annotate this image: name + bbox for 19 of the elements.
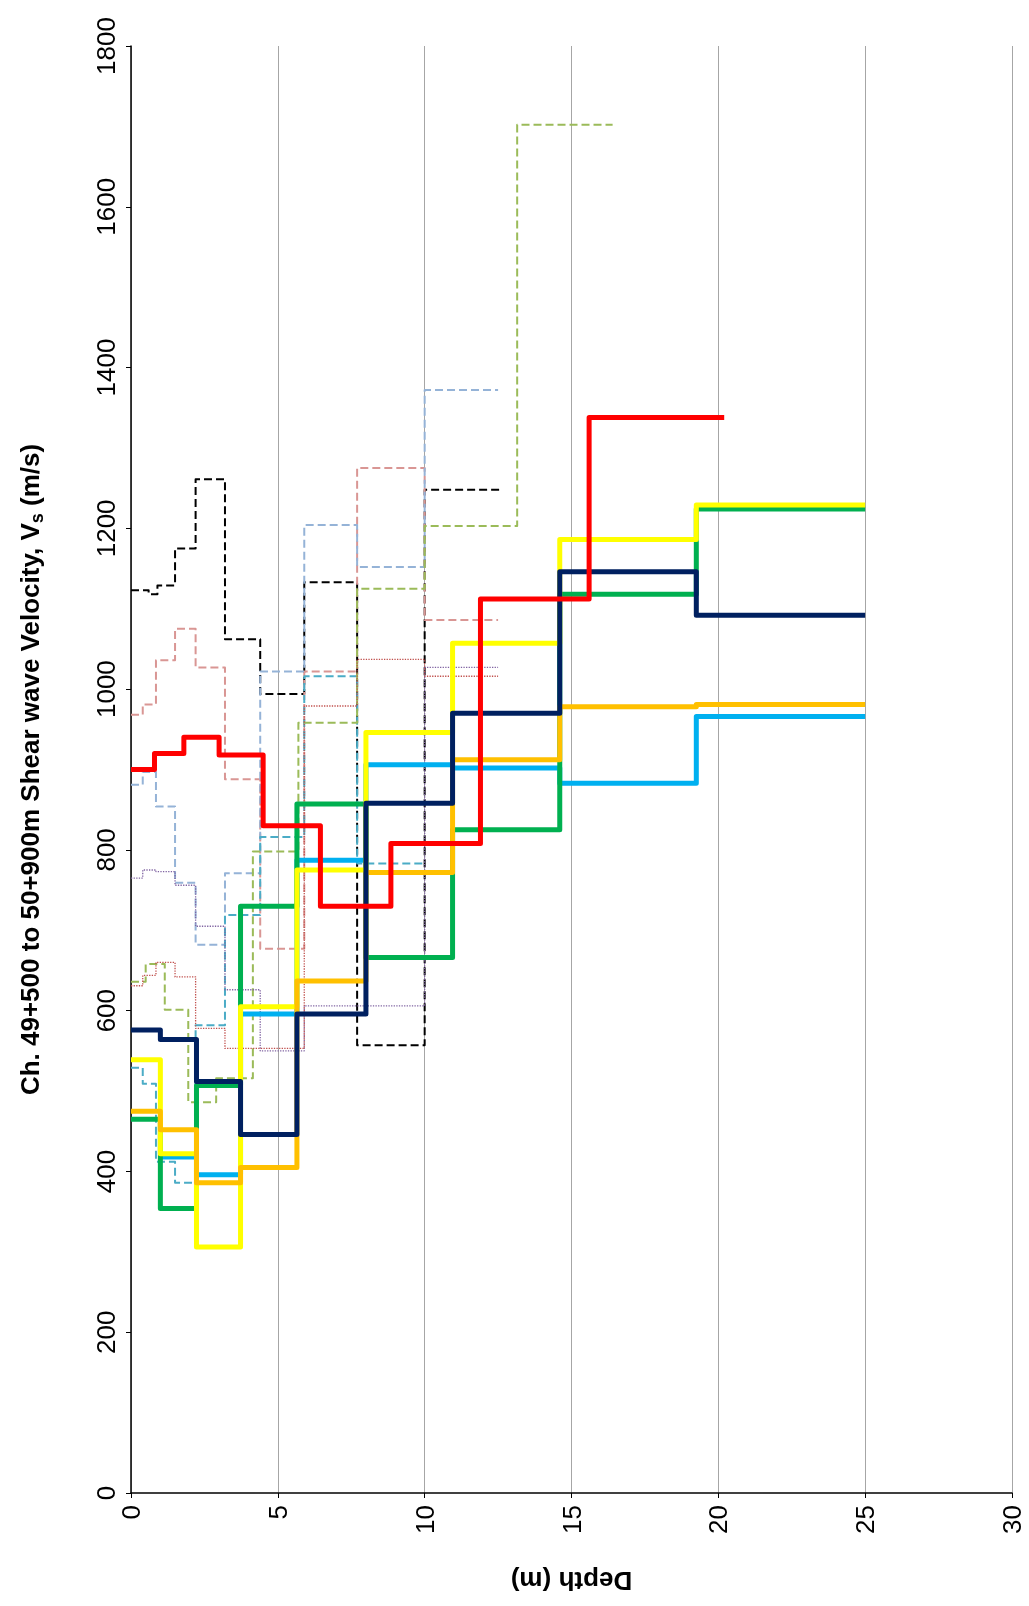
x-tick-label: 10 [409, 1505, 440, 1534]
y-tick-label: 800 [91, 828, 121, 872]
x-tick-label: 30 [997, 1505, 1027, 1534]
y-tick-label: 600 [91, 988, 121, 1033]
x-tick-label: 0 [116, 1505, 146, 1520]
y-tick-label: 400 [91, 1149, 121, 1194]
y-tick-label: 200 [91, 1310, 121, 1354]
x-tick-label: 15 [556, 1505, 587, 1534]
x-tick-label: 20 [703, 1505, 734, 1534]
x-axis-title: Depth (m) [510, 1566, 633, 1596]
x-tick-label: 25 [850, 1505, 881, 1534]
y-tick-label: 0 [91, 1485, 121, 1501]
y-tick-label: 1200 [91, 499, 121, 558]
y-axis-title: Ch. 49+500 to 50+900m Shear wave Velocity, Vs (m/s) [15, 443, 47, 1096]
y-tick-label: 1000 [91, 660, 121, 719]
y-tick-label: 1600 [91, 177, 121, 236]
y-tick-label: 1400 [91, 338, 121, 397]
y-tick-label: 1800 [91, 17, 121, 75]
x-tick-label: 5 [262, 1505, 293, 1520]
